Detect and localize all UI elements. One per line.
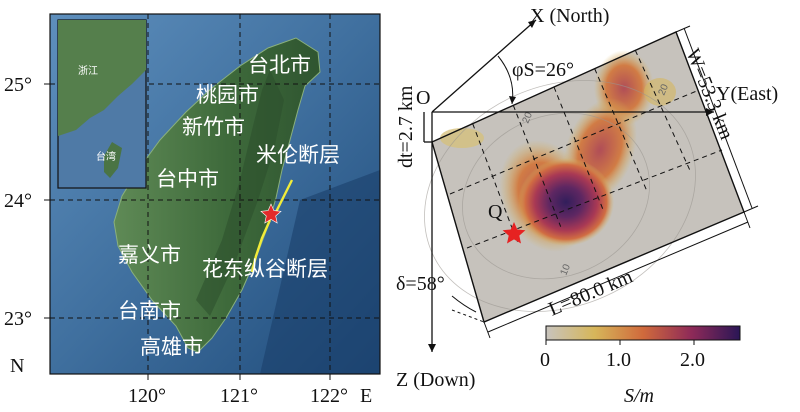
city-label-tainan: 台南市 [118,299,181,323]
origin-label: O [416,87,430,109]
strike-arc-arrowhead [509,96,516,104]
east-label: E [360,385,372,407]
contour-label-20a: 20 [521,110,536,125]
milun-fault-line [274,179,294,213]
north-label: N [10,355,24,377]
map-frame [49,13,381,375]
colorbar-tick-0: 0 [540,349,550,371]
dip-arc [451,295,477,313]
x-axis-arrowhead [528,20,536,28]
colorbar-label: S/m [624,385,654,407]
colorbar-tick-1: 1.0 [606,349,631,371]
map-epicenter-star [260,203,282,224]
x-axis-label: X (North) [530,5,609,27]
colorbar-gradient [545,325,741,341]
contour-label-20b: 20 [657,82,672,97]
lat-tick-23: 23° [4,308,32,330]
fault-label-milun: 米伦断层 [256,143,340,167]
lat-tick-24: 24° [4,190,32,212]
depth-label: dt=2.7 km [395,85,417,168]
mountain-ridge [196,70,284,316]
lon-tick-121: 121° [220,385,258,407]
dip-reference-line [451,309,485,323]
map-ticks [44,83,331,380]
z-axis-label: Z (Down) [396,369,475,391]
colorbar-tick-2: 2.0 [680,349,705,371]
width-dimension [675,25,759,213]
inset-map: 浙江 台湾 [57,19,147,189]
coordinate-axes [423,19,714,352]
city-label-taipei: 台北市 [248,53,311,77]
y-axis-label: Y(East) [716,83,778,105]
lat-tick-25: 25° [4,74,32,96]
hypocenter-label: Q [488,201,503,223]
lon-tick-120: 120° [128,385,166,407]
fault-model-panel: 20 20 10 Q [395,5,778,391]
lon-tick-122: 122° [310,385,348,407]
z-axis-arrowhead [428,344,436,352]
fault-label-longitudinal-valley: 花东纵谷断层 [202,257,328,281]
contour-label-10: 10 [559,262,574,277]
inset-label-taiwan: 台湾 [96,150,116,163]
inset-label-zhejiang: 浙江 [78,65,98,77]
strike-angle-label: φS=26° [512,59,574,81]
longitudinal-valley-fault-line [250,219,272,273]
city-label-taoyuan: 桃园市 [196,83,259,107]
city-label-chiayi: 嘉义市 [118,243,181,267]
city-label-taichung: 台中市 [156,167,219,191]
city-label-kaohsiung: 高雄市 [140,335,203,359]
colorbar: 0 1.0 2.0 S/m [540,325,741,407]
length-dimension [483,211,751,339]
y-axis-arrowhead [706,108,714,116]
hypocenter-star [502,222,526,244]
city-label-hsinchu: 新竹市 [182,115,245,139]
map-panel: 浙江 台湾 台北市 桃园市 新竹市 台中市 嘉义市 台南市 高雄市 米伦断层 花… [50,14,380,374]
deep-sea-shade [260,170,380,374]
dip-angle-label: δ=58° [396,273,445,295]
